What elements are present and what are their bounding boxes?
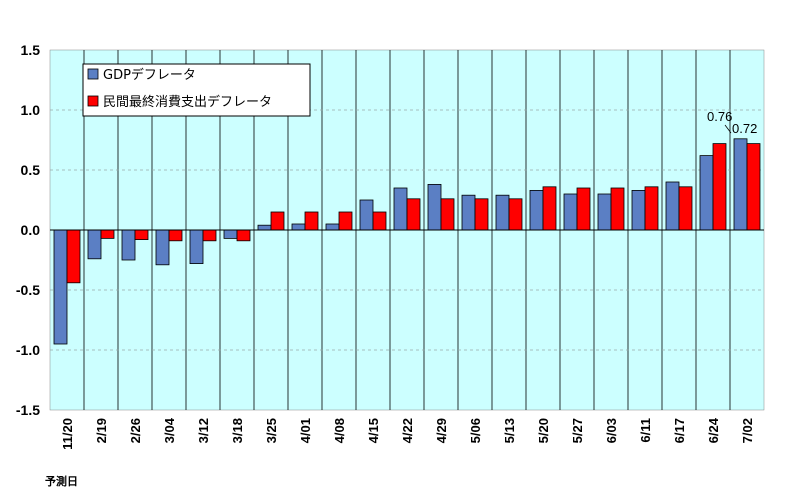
- bar-consumption-deflator: [168, 229, 183, 242]
- x-tick-label: 2/19: [94, 418, 109, 443]
- x-axis-ticks: 11/20 2/19 2/26 3/04 3/12 3/18 3/25 4/01 4/08 4/1…: [60, 417, 755, 450]
- x-tick-label: 6/17: [672, 418, 687, 443]
- legend: GDPデフレータ 民間最終消費支出デフレータ: [82, 63, 311, 117]
- bar-gdp-deflator: [223, 229, 238, 239]
- y-tick-label: 0.5: [21, 162, 41, 178]
- bar-gdp-deflator: [189, 229, 204, 264]
- x-tick-label: 3/25: [264, 418, 279, 443]
- bar-gdp-deflator: [325, 223, 340, 231]
- bar-gdp-deflator: [291, 223, 306, 231]
- bar-gdp-deflator: [563, 193, 578, 231]
- bar-gdp-deflator: [461, 194, 476, 231]
- bar-consumption-deflator: [508, 198, 523, 231]
- legend-swatch-gdp: [87, 68, 99, 80]
- legend-box: [82, 63, 311, 117]
- bar-consumption-deflator: [270, 211, 285, 231]
- y-tick-label: 1.5: [21, 42, 41, 58]
- y-tick-label: 0.0: [21, 222, 41, 238]
- legend-swatch-consumption: [87, 95, 99, 107]
- x-tick-label: 7/02: [740, 418, 755, 443]
- bar-gdp-deflator: [529, 189, 544, 231]
- x-tick-label: 4/22: [400, 418, 415, 443]
- bar-gdp-deflator: [53, 229, 68, 345]
- x-tick-label: 6/24: [706, 417, 721, 443]
- legend-label-consumption: 民間最終消費支出デフレータ: [103, 94, 272, 110]
- x-tick-label: 4/01: [298, 418, 313, 443]
- bar-consumption-deflator: [678, 186, 693, 231]
- x-tick-label: 5/20: [536, 418, 551, 443]
- bar-consumption-deflator: [100, 229, 115, 239]
- bar-gdp-deflator: [733, 138, 748, 231]
- bar-consumption-deflator: [66, 229, 81, 284]
- bar-gdp-deflator: [427, 183, 442, 231]
- x-tick-label: 5/06: [468, 418, 483, 443]
- x-tick-label: 4/08: [332, 418, 347, 443]
- x-tick-label: 4/29: [434, 418, 449, 443]
- horizontal-gridlines: [50, 109, 764, 351]
- bar-consumption-deflator: [134, 229, 149, 241]
- y-tick-label: -1.5: [16, 402, 40, 418]
- bar-gdp-deflator: [631, 189, 646, 231]
- bar-consumption-deflator: [712, 143, 727, 231]
- bar-consumption-deflator: [474, 198, 489, 231]
- y-tick-label: -0.5: [16, 282, 40, 298]
- bar-consumption-deflator: [406, 198, 421, 231]
- bar-consumption-deflator: [576, 187, 591, 231]
- bar-consumption-deflator: [542, 186, 557, 231]
- annotations: 0.76 0.72: [707, 109, 757, 136]
- x-tick-label: 5/13: [502, 418, 517, 443]
- x-tick-label: 3/18: [230, 418, 245, 443]
- bar-gdp-deflator: [155, 229, 170, 266]
- bar-consumption-deflator: [304, 211, 319, 231]
- x-tick-label: 6/11: [638, 418, 653, 443]
- bar-consumption-deflator: [236, 229, 251, 242]
- bar-gdp-deflator: [121, 229, 136, 261]
- bar-gdp-deflator: [597, 193, 612, 231]
- bar-consumption-deflator: [202, 229, 217, 242]
- bar-gdp-deflator: [665, 181, 680, 231]
- annotation-leader-gdp: [724, 124, 732, 134]
- bar-gdp-deflator: [393, 187, 408, 231]
- bar-consumption-deflator: [372, 211, 387, 231]
- legend-label-gdp: GDPデフレータ: [103, 67, 196, 83]
- bar-consumption-deflator: [644, 186, 659, 231]
- y-axis-ticks: 1.5 1.0 0.5 0.0 -0.5 -1.0 -1.5: [16, 42, 40, 418]
- bar-gdp-deflator: [257, 224, 272, 231]
- bar-gdp-deflator: [87, 229, 102, 260]
- bar-gdp-deflator: [495, 194, 510, 231]
- annotation-consumption-last: 0.72: [732, 121, 757, 136]
- x-tick-label: 11/20: [60, 418, 75, 450]
- bar-consumption-deflator: [338, 211, 353, 231]
- x-tick-label: 4/15: [366, 418, 381, 443]
- x-tick-label: 6/03: [604, 418, 619, 443]
- footnote: 予測日: [45, 474, 78, 488]
- x-tick-label: 3/04: [162, 417, 177, 443]
- annotation-gdp-last: 0.76: [707, 109, 732, 124]
- y-tick-label: -1.0: [16, 342, 40, 358]
- x-tick-label: 3/12: [196, 418, 211, 443]
- bar-consumption-deflator: [746, 143, 761, 231]
- bar-consumption-deflator: [440, 198, 455, 231]
- bar-gdp-deflator: [359, 199, 374, 231]
- bar-gdp-deflator: [699, 155, 714, 231]
- x-tick-label: 5/27: [570, 418, 585, 443]
- y-tick-label: 1.0: [21, 102, 41, 118]
- x-tick-label: 2/26: [128, 418, 143, 443]
- bar-consumption-deflator: [610, 187, 625, 231]
